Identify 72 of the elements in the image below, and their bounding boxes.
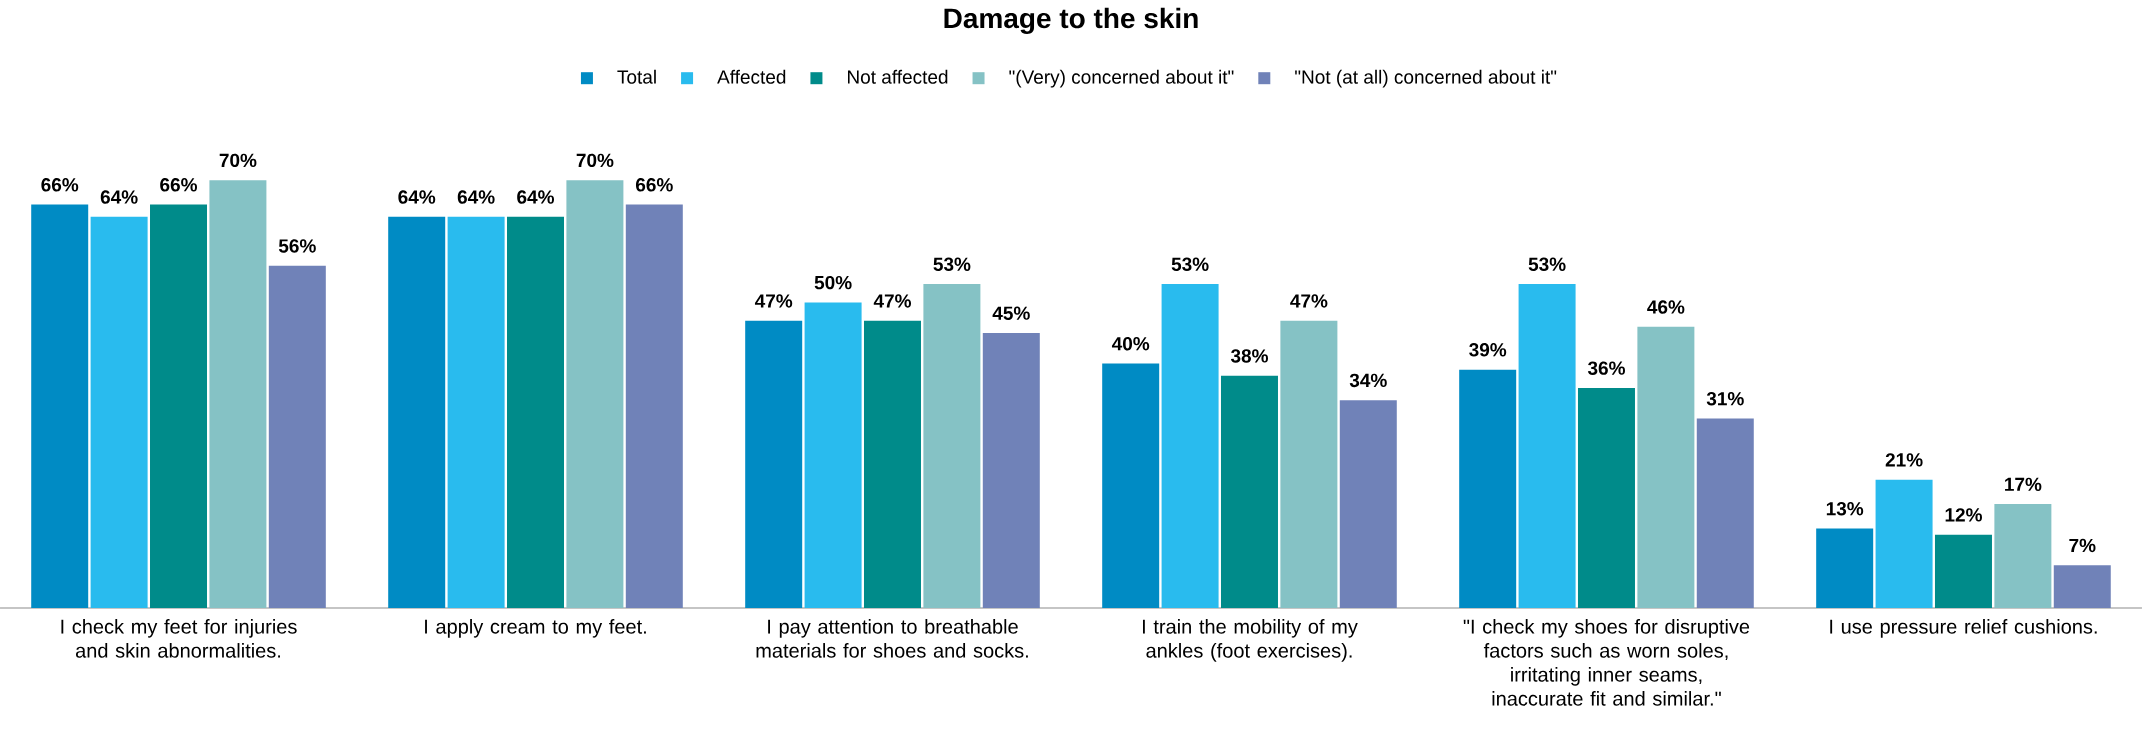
data-label: 53%	[1171, 257, 1209, 272]
bar	[1459, 369, 1517, 608]
bar	[447, 216, 505, 608]
bar	[150, 204, 208, 608]
data-label: 45%	[992, 306, 1030, 320]
bar	[863, 320, 921, 608]
x-tick-label: I pay attention to breathable materials for shoes and socks.	[756, 619, 1028, 658]
bar	[31, 204, 89, 608]
bar	[1102, 363, 1160, 608]
bar	[1161, 284, 1219, 608]
data-label: 39%	[1469, 343, 1507, 357]
data-label: 64%	[517, 190, 555, 204]
data-label: 66%	[41, 178, 79, 192]
bar	[1934, 534, 1992, 608]
bar	[268, 265, 326, 608]
data-label: 31%	[1706, 391, 1744, 406]
x-tick-label: I train the mobility of my ankles (foot exercises).	[1142, 619, 1358, 662]
data-label: 56%	[278, 239, 316, 253]
bar	[923, 284, 981, 608]
bar	[1994, 504, 2052, 608]
legend-label: "Not (at all) concerned about it"	[1295, 69, 1557, 88]
data-label: 64%	[457, 190, 495, 204]
bar	[1280, 320, 1338, 608]
data-label: 46%	[1647, 300, 1685, 314]
x-tick-label: I apply cream to my feet.	[425, 619, 646, 638]
bar	[1577, 387, 1635, 608]
data-label: 17%	[2005, 477, 2042, 492]
bar	[507, 216, 564, 608]
data-label: 50%	[814, 275, 852, 290]
data-label: 66%	[160, 178, 198, 192]
data-label: 47%	[754, 294, 793, 308]
data-label: 21%	[1885, 453, 1923, 467]
bar	[566, 180, 624, 608]
bar	[90, 216, 148, 608]
x-tick-label: I use pressure relief cushions.	[1830, 619, 2097, 638]
legend-label: Not affected	[848, 69, 948, 84]
x-tick-label: I check my feet for injuries and skin abnormalities.	[61, 619, 297, 658]
legend-label: Affected	[717, 69, 786, 84]
data-label: 64%	[398, 190, 436, 204]
bar	[1696, 418, 1754, 608]
data-label: 53%	[933, 257, 971, 272]
legend-label: "(Very) concerned about it"	[1009, 69, 1234, 88]
bar	[1816, 528, 1874, 608]
bar	[209, 180, 267, 608]
data-label: 66%	[635, 178, 673, 192]
data-label: 12%	[1945, 508, 1982, 522]
data-label: 7%	[2069, 538, 2096, 553]
bar	[1518, 284, 1576, 608]
data-label: 36%	[1587, 361, 1625, 375]
data-label: 53%	[1528, 257, 1566, 272]
data-label: 70%	[576, 153, 614, 168]
bar	[1339, 400, 1397, 608]
data-label: 40%	[1111, 337, 1150, 351]
chart-title: Damage to the skin	[944, 7, 1198, 34]
legend-label: Total	[617, 69, 656, 84]
bar	[625, 204, 683, 608]
bar	[1220, 375, 1278, 608]
data-label: 47%	[1290, 294, 1328, 308]
bar	[1875, 479, 1933, 608]
bar	[745, 320, 803, 608]
data-label: 64%	[100, 190, 138, 204]
bar	[2053, 565, 2111, 608]
data-label: 13%	[1826, 501, 1864, 516]
data-label: 47%	[873, 294, 912, 308]
x-tick-label: "I check my shoes for disruptive factors such as worn soles, irritating inner seams, inaccurate fit and similar."	[1463, 619, 1750, 706]
bar	[982, 332, 1040, 608]
bar	[1637, 326, 1695, 608]
bar	[804, 302, 862, 608]
bar	[388, 216, 446, 608]
data-label: 38%	[1230, 349, 1269, 363]
data-label: 34%	[1349, 373, 1387, 388]
data-label: 70%	[219, 153, 257, 168]
